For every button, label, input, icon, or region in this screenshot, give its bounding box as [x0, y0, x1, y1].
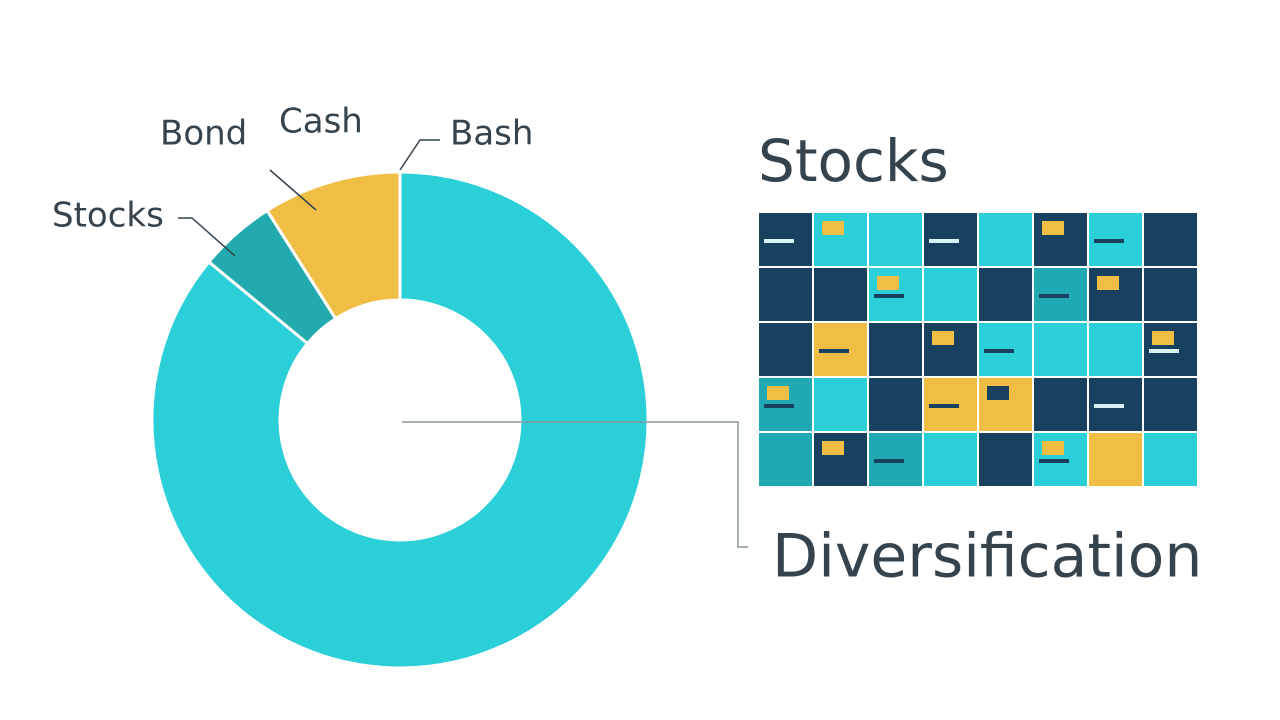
slice-label: Bash — [450, 114, 533, 154]
mosaic-detail — [987, 386, 1009, 400]
stocks-mosaic — [759, 213, 1197, 486]
slice — [265, 170, 402, 321]
mosaic-tile — [924, 433, 977, 486]
mosaic-detail — [1097, 276, 1119, 290]
mosaic-tile — [1034, 323, 1087, 376]
mosaic-detail — [764, 404, 794, 408]
mosaic-detail — [1039, 294, 1069, 298]
mosaic-detail — [1094, 404, 1124, 408]
mosaic-tile — [979, 213, 1032, 266]
mosaic-tile — [924, 268, 977, 321]
mosaic-detail — [1042, 221, 1064, 235]
mosaic-tile — [1034, 378, 1087, 431]
slice-label: Cash — [279, 102, 363, 142]
mosaic-detail — [874, 459, 904, 463]
mosaic-tile — [759, 268, 812, 321]
mosaic-tile — [1089, 323, 1142, 376]
mosaic-tile — [869, 378, 922, 431]
slice-label: Stocks — [52, 196, 164, 236]
mosaic-tile — [1144, 433, 1197, 486]
mosaic-detail — [822, 221, 844, 235]
slice — [150, 170, 650, 670]
mosaic-tile — [979, 433, 1032, 486]
mosaic-detail — [819, 349, 849, 353]
mosaic-detail — [822, 441, 844, 455]
mosaic-detail — [1149, 349, 1179, 353]
mosaic-tile — [924, 323, 977, 376]
leader-line — [269, 169, 317, 211]
mosaic-detail — [1094, 239, 1124, 243]
mosaic-tile — [1089, 433, 1142, 486]
mosaic-tile — [814, 268, 867, 321]
mosaic-tile — [869, 323, 922, 376]
mosaic-detail — [929, 239, 959, 243]
mosaic-tile — [814, 213, 867, 266]
mosaic-tile — [869, 213, 922, 266]
mosaic-tile — [1144, 268, 1197, 321]
mosaic-tile — [1034, 213, 1087, 266]
annotation: Bond — [160, 114, 247, 154]
mosaic-tile — [814, 378, 867, 431]
leader-line — [399, 139, 440, 171]
mosaic-detail — [1042, 441, 1064, 455]
mosaic-detail — [877, 276, 899, 290]
panel-title: Stocks — [758, 127, 949, 195]
mosaic-detail — [764, 239, 794, 243]
mosaic-tile — [1144, 213, 1197, 266]
donut-chart — [150, 170, 650, 670]
mosaic-tile — [979, 268, 1032, 321]
mosaic-tile — [759, 323, 812, 376]
mosaic-detail — [1152, 331, 1174, 345]
mosaic-detail — [874, 294, 904, 298]
mosaic-detail — [1039, 459, 1069, 463]
mosaic-tile — [1144, 378, 1197, 431]
panel-caption: Diversification — [772, 522, 1202, 592]
mosaic-tile — [759, 433, 812, 486]
mosaic-tile — [979, 378, 1032, 431]
mosaic-detail — [767, 386, 789, 400]
mosaic-tile — [814, 433, 867, 486]
mosaic-detail — [929, 404, 959, 408]
mosaic-tile — [1089, 268, 1142, 321]
mosaic-detail — [932, 331, 954, 345]
leader-line — [402, 421, 748, 548]
mosaic-detail — [984, 349, 1014, 353]
leader-line — [178, 217, 236, 257]
